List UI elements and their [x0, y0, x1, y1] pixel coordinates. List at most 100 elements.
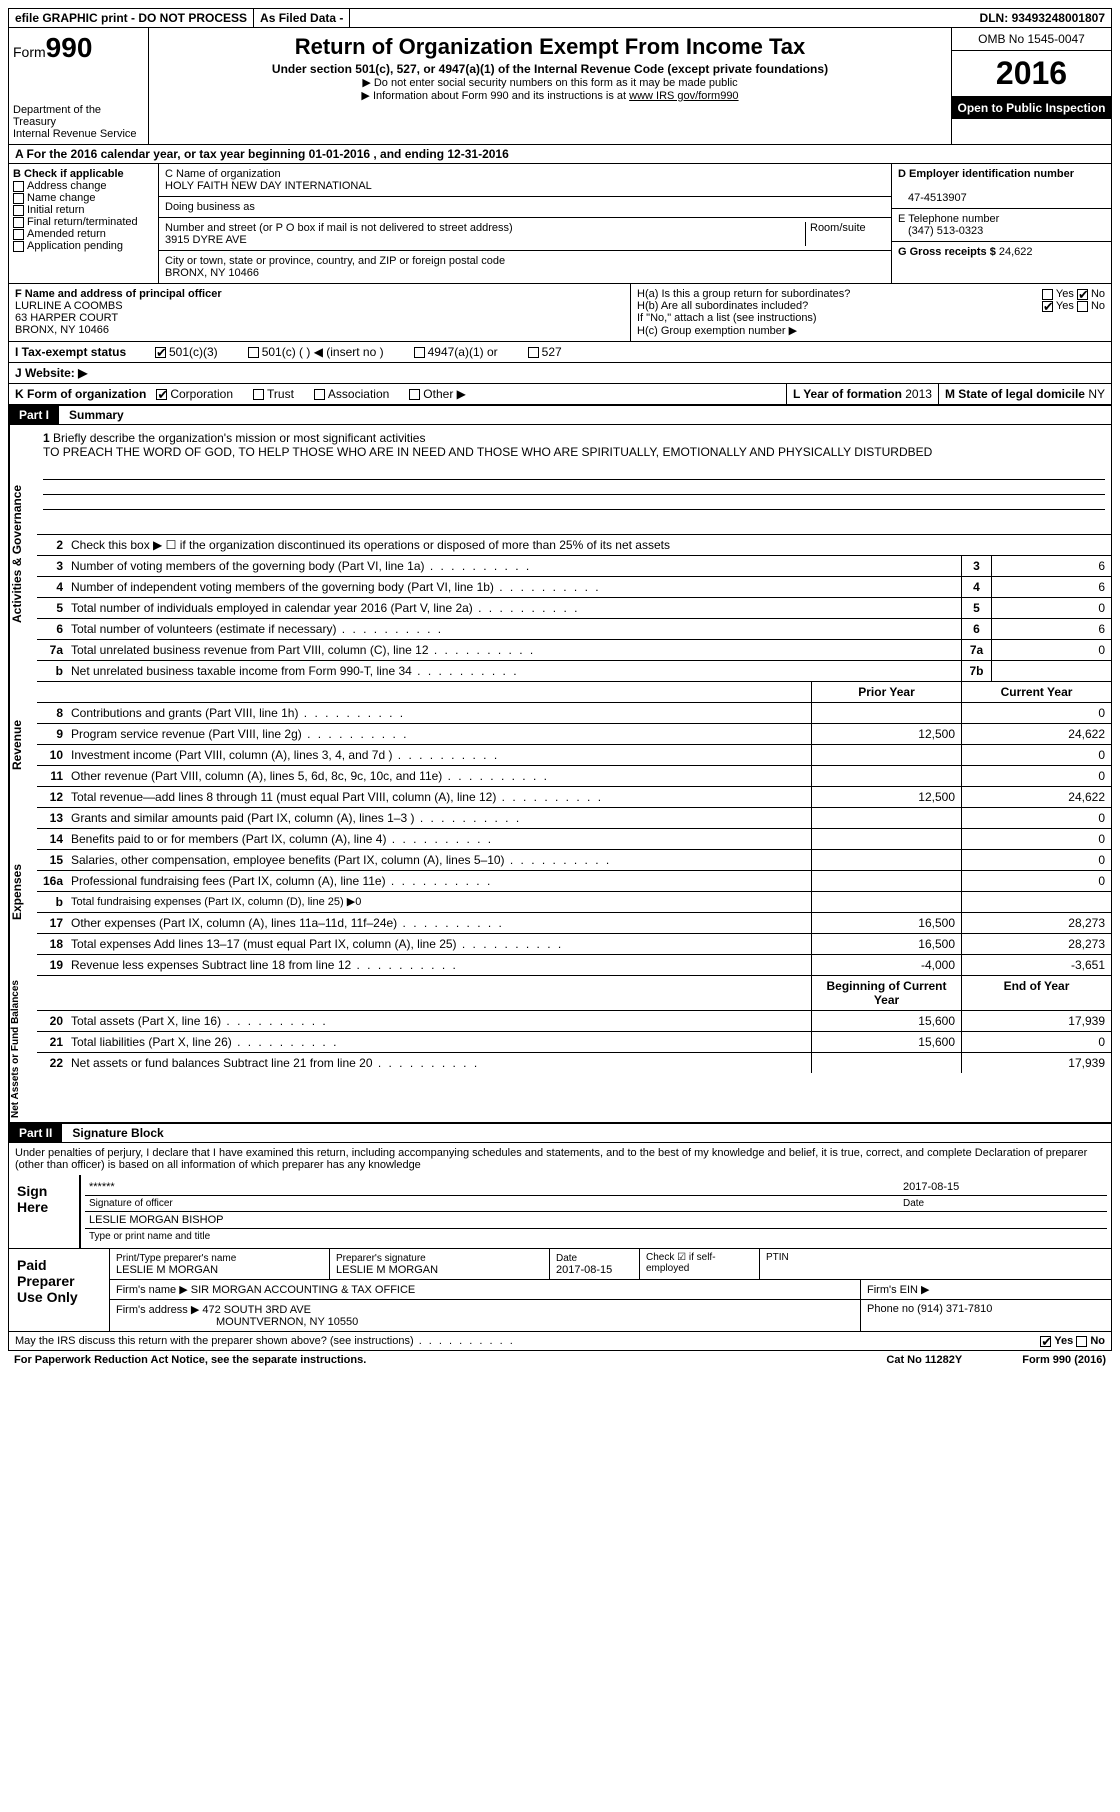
row-j: J Website: ▶	[8, 363, 1112, 384]
i-501c[interactable]	[248, 347, 259, 358]
prep-label: Paid Preparer Use Only	[9, 1249, 109, 1331]
exp-line-18: 18Total expenses Add lines 13–17 (must e…	[37, 934, 1111, 955]
net-line-22: 22Net assets or fund balances Subtract l…	[37, 1053, 1111, 1073]
k-assoc[interactable]	[314, 389, 325, 400]
form-subtitle: Under section 501(c), 527, or 4947(a)(1)…	[157, 62, 943, 76]
row-a: A For the 2016 calendar year, or tax yea…	[8, 145, 1112, 164]
efile-label: efile GRAPHIC print - DO NOT PROCESS	[9, 9, 254, 27]
section-f-h: F Name and address of principal officer …	[8, 284, 1112, 342]
c-addr: Number and street (or P O box if mail is…	[159, 218, 891, 251]
discuss-row: May the IRS discuss this return with the…	[8, 1332, 1112, 1351]
rev-line-8: 8Contributions and grants (Part VIII, li…	[37, 703, 1111, 724]
governance-section: Activities & Governance 1 Briefly descri…	[8, 425, 1112, 682]
vlabel-gov: Activities & Governance	[9, 425, 37, 682]
i-527[interactable]	[528, 347, 539, 358]
dln-value: 93493248001807	[1012, 11, 1105, 25]
vlabel-net: Net Assets or Fund Balances	[9, 976, 37, 1122]
mission-text: TO PREACH THE WORD OF GOD, TO HELP THOSE…	[43, 445, 932, 459]
hb-yes[interactable]	[1042, 301, 1053, 312]
expenses-section: Expenses 13Grants and similar amounts pa…	[8, 808, 1112, 976]
gov-line-6: 6Total number of volunteers (estimate if…	[37, 619, 1111, 640]
part2-header: Part II Signature Block	[8, 1123, 1112, 1143]
rev-line-12: 12Total revenue—add lines 8 through 11 (…	[37, 787, 1111, 808]
e-tel: E Telephone number (347) 513-0323	[892, 209, 1111, 242]
open-inspection: Open to Public Inspection	[952, 97, 1111, 119]
chk-final[interactable]	[13, 217, 24, 228]
gov-line-7a: 7aTotal unrelated business revenue from …	[37, 640, 1111, 661]
header-right: OMB No 1545-0047 2016 Open to Public Ins…	[951, 28, 1111, 144]
asfiled-label: As Filed Data -	[254, 9, 350, 27]
k-other[interactable]	[409, 389, 420, 400]
form-title: Return of Organization Exempt From Incom…	[157, 34, 943, 60]
exp-line-16a: 16aProfessional fundraising fees (Part I…	[37, 871, 1111, 892]
header-center: Return of Organization Exempt From Incom…	[149, 28, 951, 144]
irs-link[interactable]: www IRS gov/form990	[629, 90, 738, 102]
net-line-21: 21Total liabilities (Part X, line 26)15,…	[37, 1032, 1111, 1053]
dln-label: DLN:	[980, 11, 1009, 25]
exp-line-15: 15Salaries, other compensation, employee…	[37, 850, 1111, 871]
row-k: K Form of organization Corporation Trust…	[8, 384, 1112, 405]
hb-no[interactable]	[1077, 301, 1088, 312]
col-c: C Name of organization HOLY FAITH NEW DA…	[159, 164, 891, 283]
rev-head: Prior Year Current Year	[37, 682, 1111, 703]
dln-cell: DLN: 93493248001807	[974, 9, 1111, 27]
gov-line-4: 4Number of independent voting members of…	[37, 577, 1111, 598]
form-note1: ▶ Do not enter social security numbers o…	[157, 76, 943, 89]
sign-here-block: Sign Here ****** 2017-08-15 Signature of…	[8, 1175, 1112, 1249]
revenue-section: Revenue Prior Year Current Year 8Contrib…	[8, 682, 1112, 808]
footer: For Paperwork Reduction Act Notice, see …	[8, 1351, 1112, 1369]
discuss-yes[interactable]	[1040, 1336, 1051, 1347]
rev-line-9: 9Program service revenue (Part VIII, lin…	[37, 724, 1111, 745]
header-row: Form990 Department of the Treasury Inter…	[8, 28, 1112, 145]
discuss-no[interactable]	[1076, 1336, 1087, 1347]
line-2: 2 Check this box ▶ ☐ if the organization…	[37, 535, 1111, 556]
chk-amended[interactable]	[13, 229, 24, 240]
b-head: B Check if applicable	[13, 168, 124, 180]
rev-line-10: 10Investment income (Part VIII, column (…	[37, 745, 1111, 766]
k-trust[interactable]	[253, 389, 264, 400]
netassets-section: Net Assets or Fund Balances Beginning of…	[8, 976, 1112, 1123]
d-ein: D Employer identification number 47-4513…	[892, 164, 1111, 209]
chk-address[interactable]	[13, 181, 24, 192]
dept-irs: Internal Revenue Service	[13, 128, 144, 140]
omb-number: OMB No 1545-0047	[952, 28, 1111, 51]
exp-line-b: bTotal fundraising expenses (Part IX, co…	[37, 892, 1111, 913]
c-dba: Doing business as	[159, 197, 891, 218]
exp-line-14: 14Benefits paid to or for members (Part …	[37, 829, 1111, 850]
exp-line-13: 13Grants and similar amounts paid (Part …	[37, 808, 1111, 829]
h-section: H(a) Is this a group return for subordin…	[631, 284, 1111, 341]
part1-header: Part I Summary	[8, 405, 1112, 425]
rev-line-11: 11Other revenue (Part VIII, column (A), …	[37, 766, 1111, 787]
f-officer: F Name and address of principal officer …	[9, 284, 631, 341]
ha-no[interactable]	[1077, 289, 1088, 300]
exp-line-17: 17Other expenses (Part IX, column (A), l…	[37, 913, 1111, 934]
mission-block: 1 Briefly describe the organization's mi…	[37, 425, 1111, 535]
header-left: Form990 Department of the Treasury Inter…	[9, 28, 149, 144]
net-line-20: 20Total assets (Part X, line 16)15,60017…	[37, 1011, 1111, 1032]
gov-line-b: bNet unrelated business taxable income f…	[37, 661, 1111, 682]
net-head: Beginning of Current Year End of Year	[37, 976, 1111, 1011]
form-number: Form990	[13, 32, 144, 64]
chk-pending[interactable]	[13, 241, 24, 252]
gov-line-3: 3Number of voting members of the governi…	[37, 556, 1111, 577]
dept-treasury: Department of the Treasury	[13, 104, 144, 128]
k-corp[interactable]	[156, 389, 167, 400]
col-de: D Employer identification number 47-4513…	[891, 164, 1111, 283]
top-bar: efile GRAPHIC print - DO NOT PROCESS As …	[8, 8, 1112, 28]
form-note2: ▶ Information about Form 990 and its ins…	[157, 89, 943, 102]
g-gross: G Gross receipts $ 24,622	[892, 242, 1111, 262]
exp-line-19: 19Revenue less expenses Subtract line 18…	[37, 955, 1111, 976]
chk-initial[interactable]	[13, 205, 24, 216]
gov-line-5: 5Total number of individuals employed in…	[37, 598, 1111, 619]
vlabel-exp: Expenses	[9, 808, 37, 976]
vlabel-rev: Revenue	[9, 682, 37, 808]
i-4947[interactable]	[414, 347, 425, 358]
row-i: I Tax-exempt status 501(c)(3) 501(c) ( )…	[8, 342, 1112, 363]
i-501c3[interactable]	[155, 347, 166, 358]
col-b: B Check if applicable Address change Nam…	[9, 164, 159, 283]
sign-here-label: Sign Here	[9, 1175, 79, 1248]
section-b-grid: B Check if applicable Address change Nam…	[8, 164, 1112, 284]
chk-namechange[interactable]	[13, 193, 24, 204]
c-city: City or town, state or province, country…	[159, 251, 891, 283]
tax-year: 2016	[952, 51, 1111, 97]
